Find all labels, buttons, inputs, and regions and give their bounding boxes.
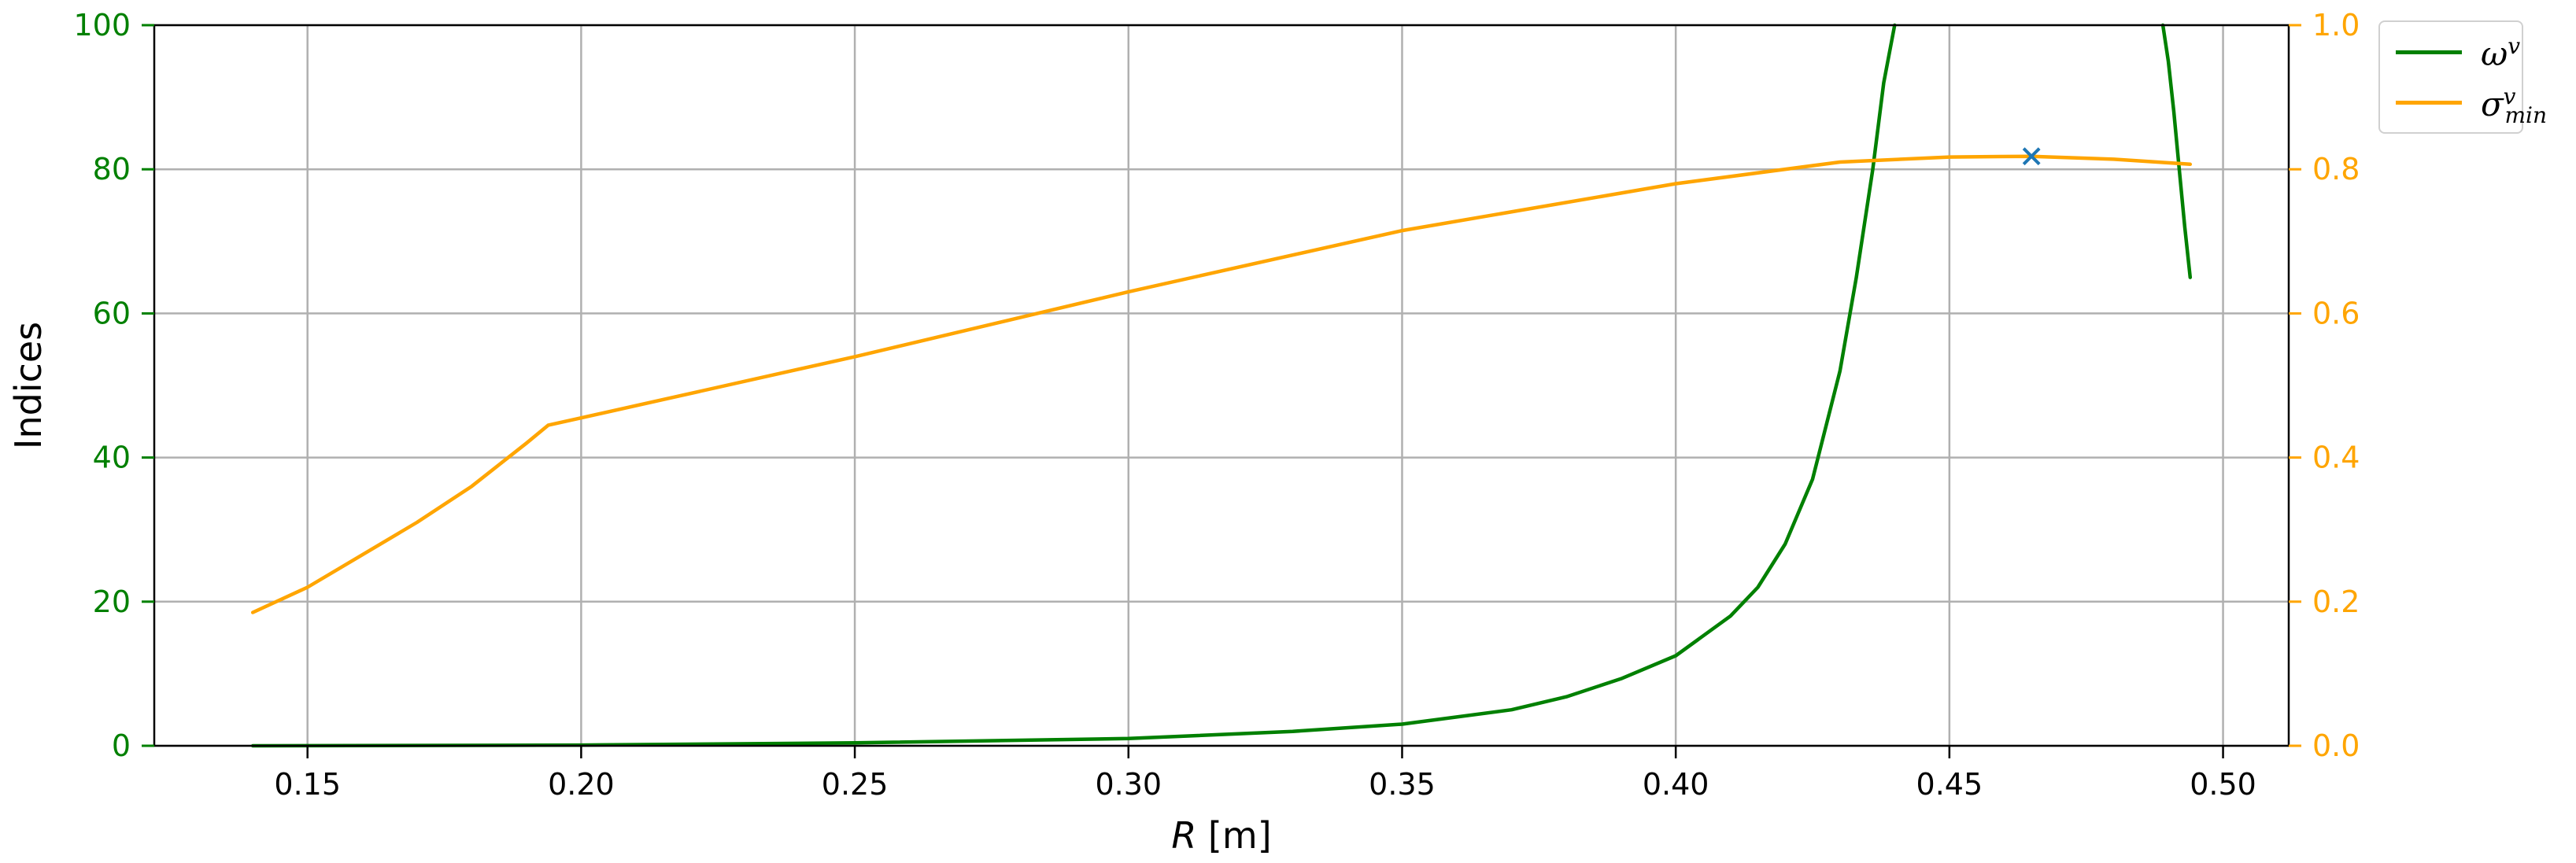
legend-label-sigma: σvmin xyxy=(2481,83,2548,129)
marker-layer xyxy=(2022,147,2041,166)
grid xyxy=(154,24,2289,747)
y-left-tick-label: 80 xyxy=(93,152,131,186)
y-left-tick-label: 60 xyxy=(93,296,131,330)
series-line-1 xyxy=(2160,23,2193,279)
y-left-tick-label: 100 xyxy=(73,8,131,42)
legend-item-sigma: σvmin xyxy=(2380,79,2547,128)
x-tick-label: 0.25 xyxy=(822,767,889,802)
y-right-tick-label: 0.0 xyxy=(2312,728,2360,763)
plot-frame xyxy=(153,24,2290,747)
x-tick-label: 0.35 xyxy=(1369,767,1436,802)
legend-swatch-sigma xyxy=(2396,101,2462,105)
y-left-tick-label: 20 xyxy=(93,585,131,619)
y-right-tick-label: 0.6 xyxy=(2312,296,2360,330)
y-left-tick-label: 40 xyxy=(93,441,131,475)
legend: ωv σvmin xyxy=(2378,20,2547,134)
series-layer xyxy=(250,23,2193,748)
y-axis-label-left: Indices xyxy=(7,322,50,449)
y-right-tick-label: 0.4 xyxy=(2312,441,2360,475)
x-axis: 0.15 0.20 0.25 0.30 0.35 0.40 0.45 0.50 xyxy=(274,746,2256,802)
legend-label-omega: ωv xyxy=(2481,33,2521,73)
y-left-tick-label: 0 xyxy=(112,728,131,763)
series-line-0 xyxy=(250,23,1897,748)
y-right-tick-label: 1.0 xyxy=(2312,8,2360,42)
x-tick-label: 0.30 xyxy=(1095,767,1162,802)
y-axis-right: 0.0 0.2 0.4 0.6 0.8 1.0 xyxy=(2289,8,2360,763)
series-line-2 xyxy=(250,154,2193,614)
x-tick-label: 0.15 xyxy=(274,767,341,802)
optimum-marker xyxy=(2022,147,2041,166)
x-tick-label: 0.20 xyxy=(548,767,615,802)
x-tick-label: 0.45 xyxy=(1916,767,1983,802)
legend-item-omega: ωv xyxy=(2380,28,2522,76)
x-tick-label: 0.50 xyxy=(2190,767,2256,802)
legend-swatch-omega xyxy=(2396,50,2462,54)
y-right-tick-label: 0.2 xyxy=(2312,585,2360,619)
y-right-tick-label: 0.8 xyxy=(2312,152,2360,186)
x-axis-label: R [m] xyxy=(1171,814,1271,857)
x-tick-label: 0.40 xyxy=(1643,767,1709,802)
y-axis-left: 0 20 40 60 80 100 xyxy=(73,8,154,763)
